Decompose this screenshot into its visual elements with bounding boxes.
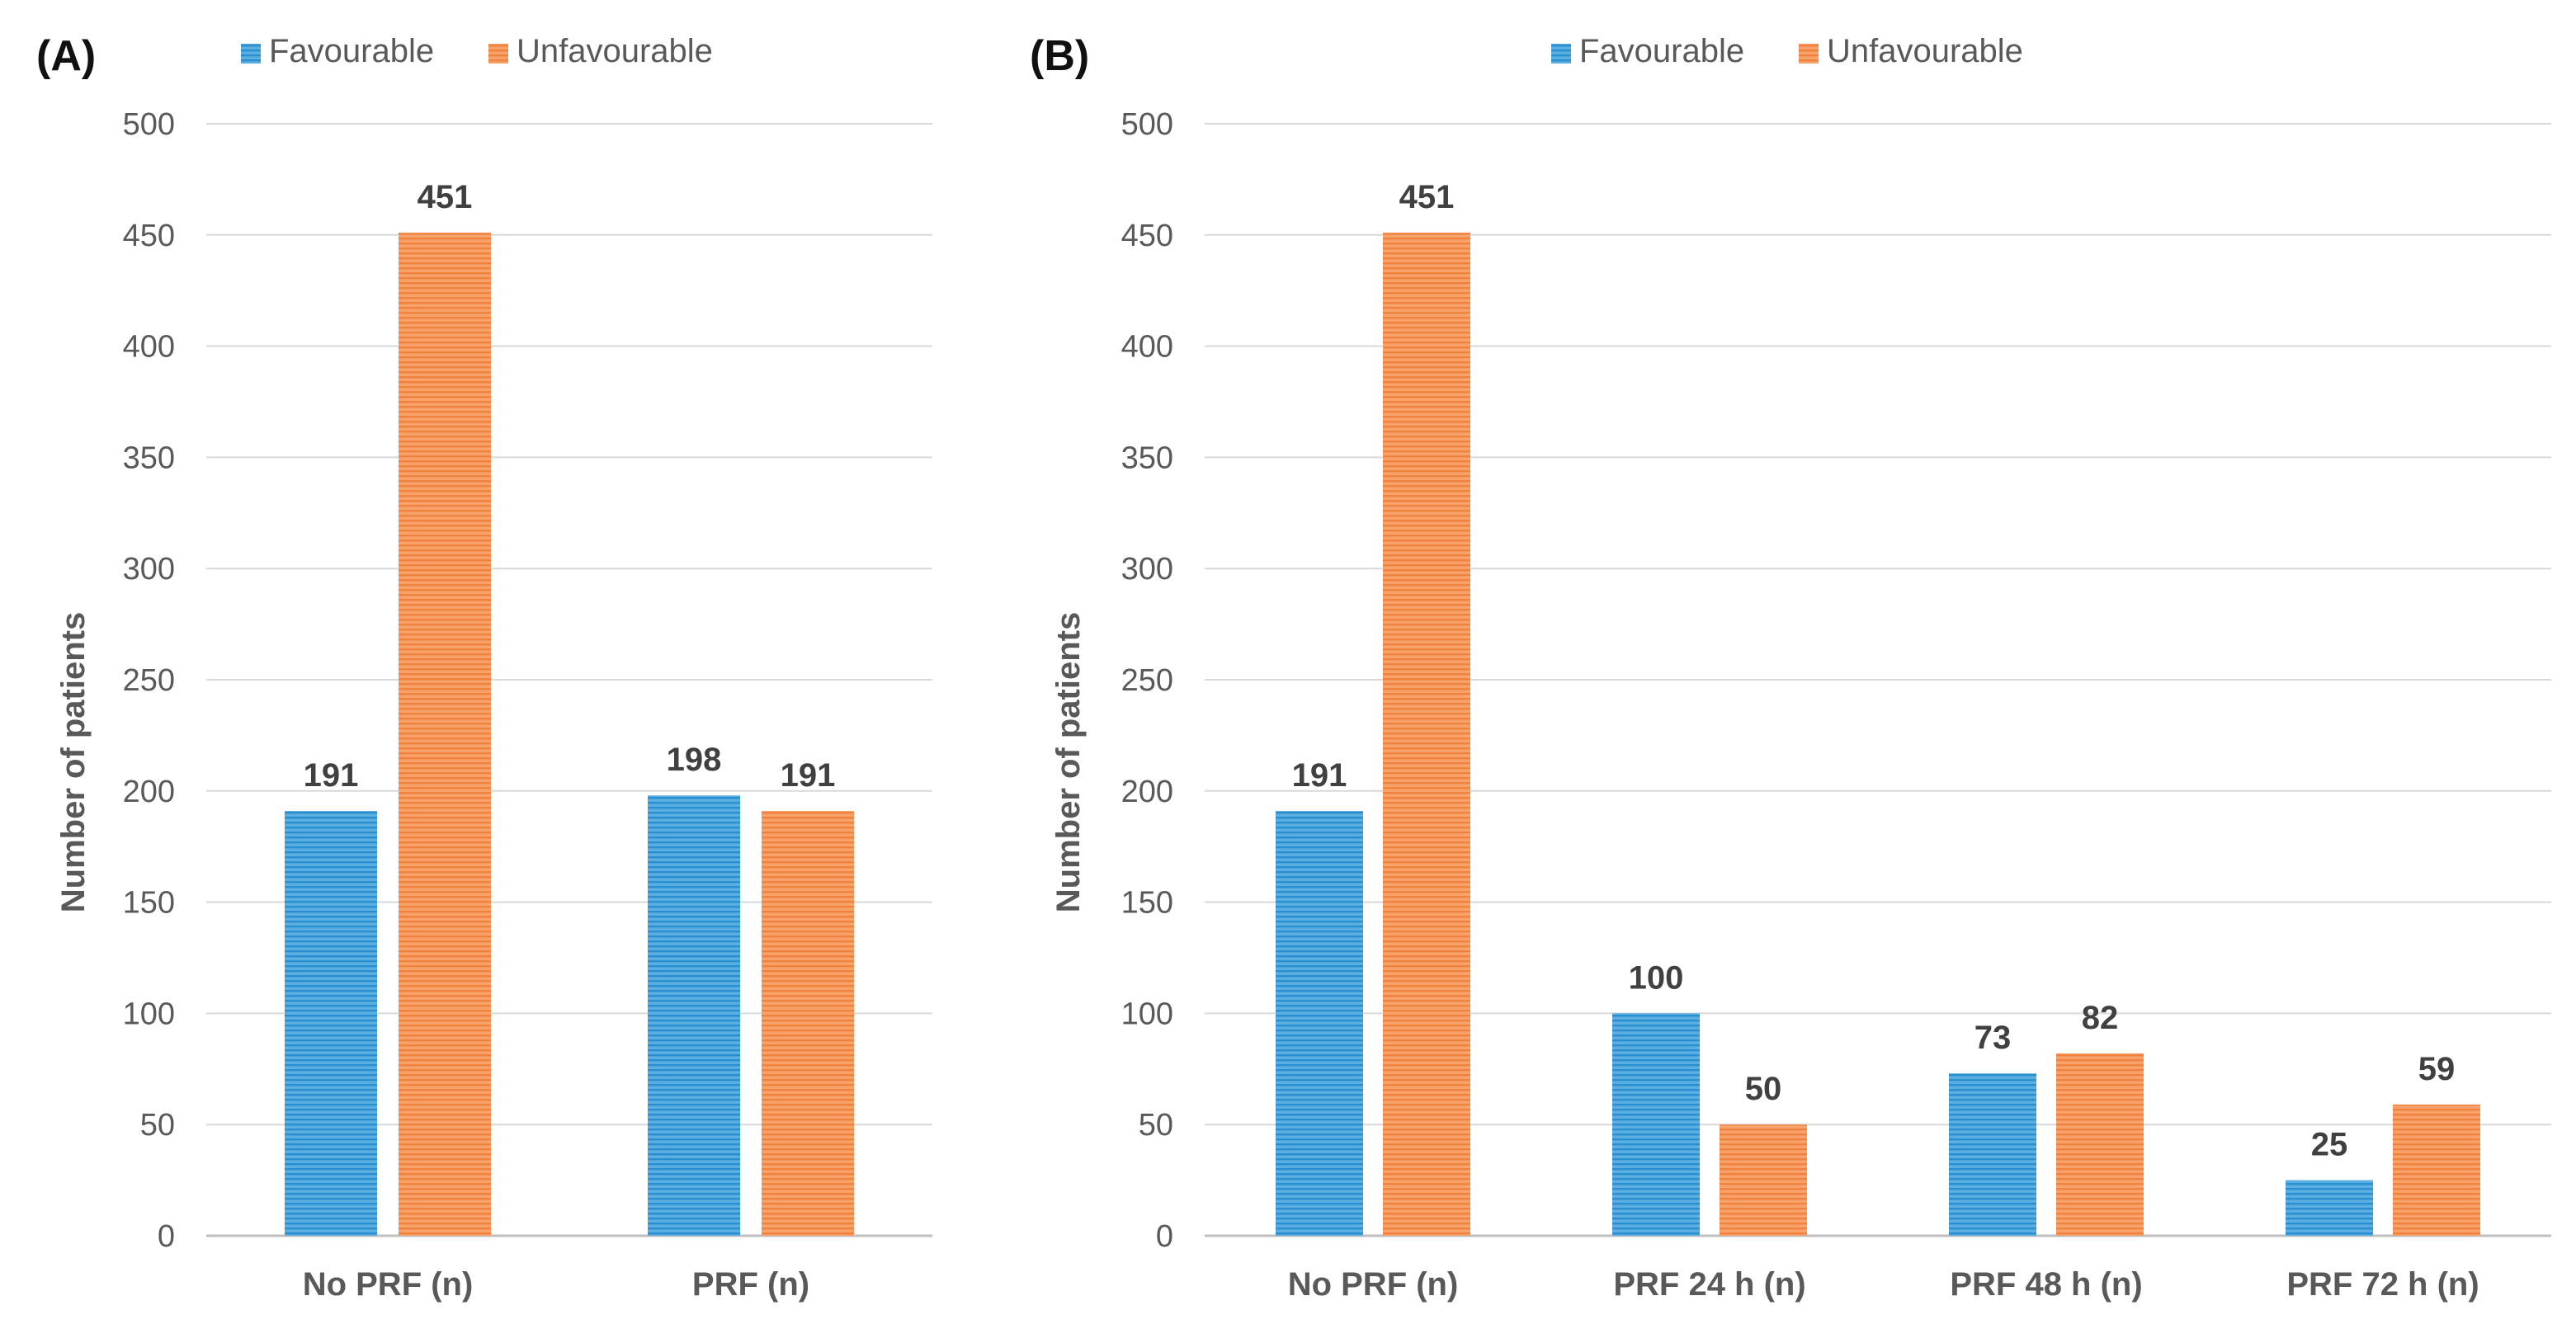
y-tick-label: 300 <box>1121 552 1173 587</box>
y-tick-label: 0 <box>1156 1219 1173 1254</box>
y-tick-label: 400 <box>123 330 175 365</box>
legend-swatch-favourable <box>241 44 261 64</box>
y-tick-label: 350 <box>1121 441 1173 475</box>
bar-unfavourable-no-prf-n <box>399 233 491 1236</box>
panel-label: (B) <box>1030 32 1089 80</box>
bar-unfavourable-prf-24-h-n <box>1720 1124 1807 1236</box>
data-label-favourable-prf-48-h-n: 73 <box>1974 1020 2012 1056</box>
legend-swatch-unfavourable <box>488 44 508 64</box>
y-tick-label: 50 <box>140 1108 175 1143</box>
panel-a: (A) 0 50 100 150 200 250 300 350 400 450 500 Number … <box>36 32 932 1303</box>
data-label-unfavourable-prf-n: 191 <box>781 757 836 794</box>
bar-favourable-prf-24-h-n <box>1612 1013 1700 1236</box>
bar-favourable-no-prf-n <box>1276 811 1363 1236</box>
x-category-label: PRF 72 h (n) <box>2286 1266 2479 1303</box>
bar-favourable-prf-n <box>648 795 740 1236</box>
legend-label-unfavourable: Unfavourable <box>517 33 713 69</box>
x-category-label: No PRF (n) <box>1288 1266 1459 1303</box>
x-category-label: PRF (n) <box>692 1266 809 1303</box>
y-tick-label: 400 <box>1121 330 1173 365</box>
x-category-label: No PRF (n) <box>303 1266 474 1303</box>
bar-unfavourable-prf-72-h-n <box>2393 1104 2480 1236</box>
legend-label-unfavourable: Unfavourable <box>1827 33 2023 69</box>
y-tick-label: 450 <box>123 219 175 253</box>
data-label-unfavourable-no-prf-n: 451 <box>1399 179 1455 215</box>
y-axis-title: Number of patients <box>1050 612 1087 912</box>
data-label-favourable-no-prf-n: 191 <box>1292 757 1347 794</box>
panel-b: (B) 0 50 100 150 200 250 300 350 400 450 500 Number … <box>1030 32 2551 1303</box>
bar-unfavourable-prf-48-h-n <box>2056 1053 2144 1236</box>
y-tick-label: 500 <box>1121 107 1173 142</box>
y-tick-label: 500 <box>123 107 175 142</box>
data-label-unfavourable-prf-72-h-n: 59 <box>2418 1051 2456 1087</box>
x-category-label: PRF 24 h (n) <box>1613 1266 1805 1303</box>
y-tick-label: 150 <box>123 886 175 921</box>
data-label-favourable-prf-72-h-n: 25 <box>2311 1127 2348 1163</box>
data-label-unfavourable-prf-24-h-n: 50 <box>1745 1071 1782 1107</box>
panel-label: (A) <box>36 32 96 80</box>
y-tick-label: 250 <box>123 663 175 698</box>
y-tick-label: 100 <box>123 997 175 1031</box>
x-category-label: PRF 48 h (n) <box>1950 1266 2142 1303</box>
y-axis-title: Number of patients <box>55 612 92 912</box>
bar-favourable-no-prf-n <box>285 811 377 1236</box>
y-tick-label: 100 <box>1121 997 1173 1031</box>
data-label-unfavourable-no-prf-n: 451 <box>418 179 473 215</box>
bar-unfavourable-no-prf-n <box>1383 233 1470 1236</box>
legend-swatch-unfavourable <box>1799 44 1819 64</box>
data-label-favourable-no-prf-n: 191 <box>304 757 359 794</box>
bar-favourable-prf-48-h-n <box>1949 1073 2036 1236</box>
data-label-favourable-prf-24-h-n: 100 <box>1629 959 1684 996</box>
y-tick-label: 250 <box>1121 663 1173 698</box>
legend-swatch-favourable <box>1551 44 1571 64</box>
legend-label-favourable: Favourable <box>269 33 434 69</box>
y-tick-label: 200 <box>123 775 175 809</box>
legend-label-favourable: Favourable <box>1579 33 1744 69</box>
y-tick-label: 450 <box>1121 219 1173 253</box>
y-tick-label: 50 <box>1139 1108 1173 1143</box>
data-label-unfavourable-prf-48-h-n: 82 <box>2082 1000 2119 1036</box>
y-tick-label: 150 <box>1121 886 1173 921</box>
y-tick-label: 300 <box>123 552 175 587</box>
y-tick-label: 350 <box>123 441 175 475</box>
y-tick-label: 200 <box>1121 775 1173 809</box>
y-tick-label: 0 <box>158 1219 175 1254</box>
data-label-favourable-prf-n: 198 <box>667 742 722 778</box>
bar-favourable-prf-72-h-n <box>2286 1180 2373 1236</box>
bar-unfavourable-prf-n <box>762 811 854 1236</box>
